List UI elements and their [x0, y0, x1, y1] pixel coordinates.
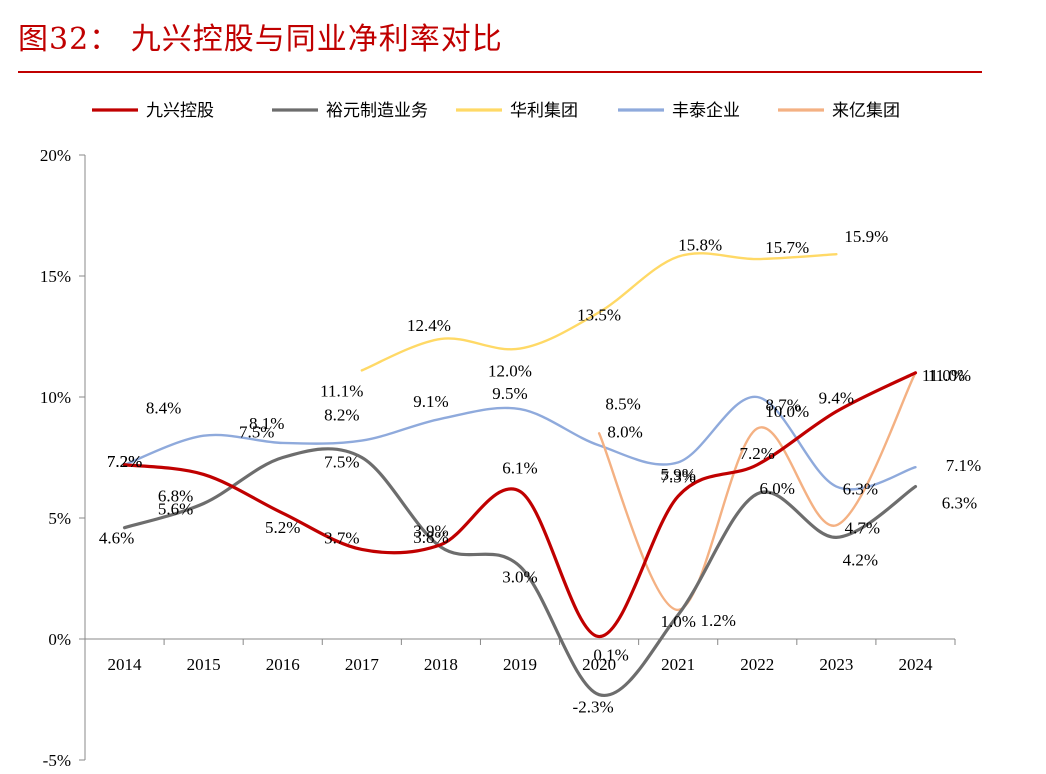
- data-label: 6.8%: [158, 486, 193, 505]
- data-label: 9.4%: [819, 389, 854, 408]
- page-title: 图32： 九兴控股与同业净利率对比: [18, 22, 503, 57]
- legend-label: 裕元制造业务: [326, 101, 428, 121]
- y-tick-label: 20%: [40, 146, 71, 165]
- legend: 九兴控股 裕元制造业务 华利集团 丰泰企业 来亿集团: [92, 101, 900, 121]
- data-label: 15.7%: [765, 238, 809, 257]
- data-label: 8.5%: [605, 394, 640, 413]
- data-label: 13.5%: [577, 305, 621, 324]
- y-tick-label: 10%: [40, 388, 71, 407]
- x-tick-label: 2014: [108, 655, 143, 674]
- data-label: 4.6%: [99, 529, 134, 548]
- data-label: 5.2%: [265, 518, 300, 537]
- y-tick-label: -5%: [43, 751, 71, 770]
- x-tick-label: 2019: [503, 655, 537, 674]
- data-label: 9.5%: [492, 384, 527, 403]
- series-line-0: [122, 371, 918, 639]
- data-label: 6.1%: [502, 458, 537, 477]
- data-label: 3.7%: [324, 528, 359, 547]
- data-label: 7.3%: [660, 467, 695, 486]
- x-tick-label: 2020: [582, 655, 616, 674]
- data-label: 9.1%: [413, 392, 448, 411]
- x-tick-label: 2023: [819, 655, 853, 674]
- series-line-3: [123, 395, 917, 491]
- legend-label: 九兴控股: [146, 101, 214, 121]
- x-tick-label: 2021: [661, 655, 695, 674]
- x-tick-label: 2015: [187, 655, 221, 674]
- x-tick-label: 2016: [266, 655, 300, 674]
- data-label: -2.3%: [573, 698, 614, 717]
- series-line-1: [122, 447, 918, 698]
- series-line-4: [597, 371, 917, 612]
- legend-label: 华利集团: [510, 101, 578, 121]
- data-label: 7.5%: [239, 423, 274, 442]
- data-label: 12.4%: [407, 316, 451, 335]
- data-label: 4.2%: [843, 550, 878, 569]
- data-label: 7.2%: [107, 452, 142, 471]
- series-lines: [122, 252, 918, 698]
- data-label: 8.1%: [249, 414, 284, 433]
- data-label: 11.1%: [320, 381, 363, 400]
- x-tick-label: 2018: [424, 655, 458, 674]
- x-tick-label: 2017: [345, 655, 380, 674]
- data-label: 3.9%: [413, 522, 448, 541]
- series-line-2: [360, 252, 838, 372]
- legend-label: 来亿集团: [832, 101, 900, 121]
- y-tick-label: 0%: [48, 630, 71, 649]
- data-label: 11.0%: [928, 366, 971, 385]
- data-label: 7.2%: [107, 452, 142, 471]
- data-label: 3.8%: [413, 528, 448, 547]
- data-label: 7.5%: [324, 453, 359, 472]
- axes: -5% 0% 5% 10% 15% 20% 2014 2015 2016 2017 2018 2019…: [40, 146, 956, 770]
- data-label: 5.6%: [158, 499, 193, 518]
- data-label: 10.0%: [765, 402, 809, 421]
- data-label: 6.0%: [760, 479, 795, 498]
- legend-label: 丰泰企业: [672, 101, 740, 121]
- data-label: 8.0%: [607, 422, 642, 441]
- data-label: 15.8%: [678, 236, 722, 255]
- x-tick-label: 2022: [740, 655, 774, 674]
- y-tick-label: 15%: [40, 267, 71, 286]
- data-label: 8.2%: [324, 406, 359, 425]
- data-label: 8.4%: [146, 399, 181, 418]
- data-label: 15.9%: [844, 227, 888, 246]
- data-labels: 7.2% 5.6% 5.2% 3.7% 3.9% 6.1% 0.1% 5.9% 7.2% 9.4%…: [99, 227, 981, 716]
- data-label: 1.0%: [660, 612, 695, 631]
- data-label: 6.3%: [942, 494, 977, 513]
- data-label: 11.0%: [922, 366, 965, 385]
- data-label: 3.0%: [502, 567, 537, 586]
- data-label: 6.3%: [843, 480, 878, 499]
- data-label: 7.2%: [740, 444, 775, 463]
- data-label: 4.7%: [845, 518, 880, 537]
- data-label: 8.7%: [766, 395, 801, 414]
- data-label: 5.9%: [660, 465, 695, 484]
- y-tick-label: 5%: [48, 509, 71, 528]
- data-label: 0.1%: [593, 646, 628, 665]
- data-label: 7.1%: [946, 456, 981, 475]
- x-tick-label: 2024: [898, 655, 933, 674]
- title-divider: [18, 71, 982, 73]
- data-label: 12.0%: [488, 362, 532, 381]
- data-label: 1.2%: [700, 611, 735, 630]
